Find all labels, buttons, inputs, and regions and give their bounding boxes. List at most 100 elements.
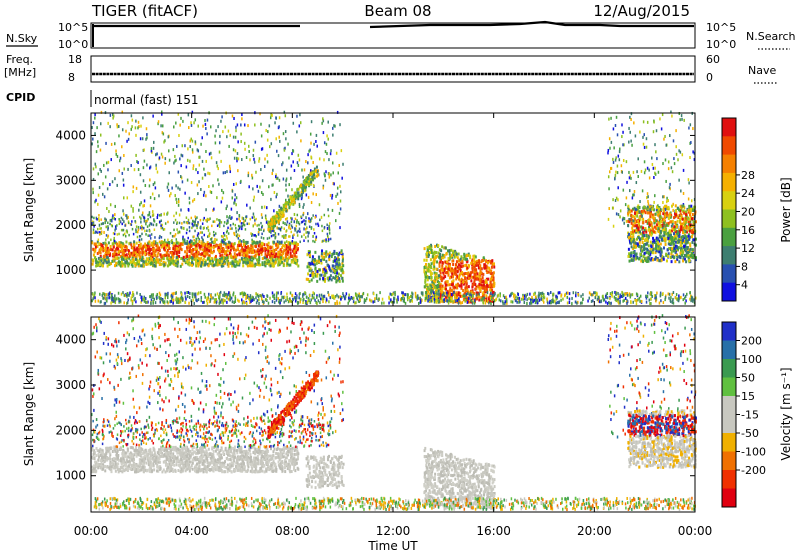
heatmap-cell [210, 249, 213, 253]
heatmap-cell [146, 229, 148, 233]
heatmap-cell [621, 218, 624, 222]
heatmap-cell [482, 279, 485, 283]
heatmap-cell [105, 257, 108, 261]
heatmap-cell [95, 260, 98, 264]
heatmap-cell [197, 250, 200, 254]
heatmap-cell [208, 259, 211, 263]
heatmap-cell [146, 163, 148, 167]
heatmap-cell [281, 246, 284, 250]
heatmap-cell [630, 239, 633, 243]
heatmap-cell [191, 150, 194, 154]
heatmap-cell [267, 252, 270, 256]
heatmap-cell [238, 217, 240, 221]
heatmap-cell [457, 275, 460, 279]
heatmap-cell [142, 244, 145, 248]
heatmap-cell [277, 214, 280, 218]
heatmap-cell [451, 272, 454, 276]
heatmap-cell [329, 237, 332, 241]
heatmap-cell [293, 233, 295, 237]
heatmap-cell [322, 117, 324, 121]
heatmap-cell [130, 243, 133, 247]
heatmap-cell [213, 257, 216, 261]
heatmap-cell [109, 222, 111, 226]
heatmap-cell [691, 199, 693, 203]
heatmap-cell [439, 284, 442, 288]
heatmap-cell [631, 258, 634, 262]
heatmap-cell [665, 252, 668, 256]
heatmap-cell [285, 247, 288, 251]
heatmap-cell [241, 245, 244, 249]
heatmap-cell [278, 258, 281, 262]
heatmap-cell [285, 179, 287, 183]
heatmap-cell [172, 251, 175, 255]
heatmap-cell [278, 116, 281, 120]
heatmap-cell [95, 198, 97, 202]
heatmap-cell [251, 176, 254, 180]
heatmap-cell [277, 219, 280, 223]
heatmap-cell [143, 199, 146, 203]
heatmap-cell [667, 216, 670, 220]
heatmap-cell [304, 228, 307, 231]
heatmap-cell [656, 237, 659, 241]
heatmap-cell [694, 258, 697, 262]
heatmap-cell [662, 206, 665, 210]
heatmap-cell [196, 224, 198, 227]
heatmap-cell [315, 133, 318, 137]
heatmap-cell [330, 278, 333, 282]
heatmap-cell [492, 271, 495, 275]
heatmap-cell [237, 224, 240, 228]
heatmap-cell [633, 121, 635, 125]
heatmap-cell [134, 257, 137, 261]
heatmap-cell [335, 257, 338, 261]
heatmap-cell [92, 121, 95, 125]
heatmap-cell [643, 245, 646, 249]
heatmap-cell [464, 271, 467, 275]
heatmap-cell [187, 207, 190, 211]
heatmap-cell [143, 159, 146, 163]
heatmap-cell [333, 124, 335, 128]
heatmap-cell [456, 265, 459, 269]
heatmap-cell [221, 115, 223, 119]
heatmap-cell [289, 195, 292, 199]
heatmap-cell [491, 262, 494, 266]
heatmap-cell [269, 116, 272, 120]
heatmap-cell [166, 241, 169, 245]
heatmap-cell [653, 176, 655, 180]
heatmap-cell [251, 173, 253, 177]
heatmap-cell [679, 150, 682, 154]
heatmap-cell [630, 213, 633, 217]
heatmap-cell [670, 238, 673, 242]
heatmap-cell [176, 264, 179, 268]
heatmap-cell [114, 228, 116, 232]
heatmap-cell [341, 257, 344, 261]
heatmap-cell [314, 240, 316, 244]
heatmap-cell [255, 241, 258, 245]
heatmap-cell [431, 289, 434, 293]
heatmap-cell [289, 251, 292, 255]
heatmap-cell [221, 238, 223, 242]
heatmap-cell [302, 211, 305, 215]
heatmap-cell [281, 163, 283, 167]
heatmap-cell [324, 150, 327, 154]
heatmap-cell [113, 239, 116, 243]
heatmap-cell [203, 263, 206, 267]
heatmap-cell [97, 172, 100, 176]
heatmap-cell [114, 204, 116, 208]
heatmap-cell [460, 286, 463, 290]
heatmap-cell [471, 267, 474, 271]
heatmap-cell [294, 217, 297, 221]
heatmap-cell [487, 277, 490, 281]
heatmap-cell [659, 242, 662, 246]
heatmap-cell [451, 259, 454, 263]
heatmap-cell [189, 247, 192, 251]
heatmap-cell [637, 236, 640, 240]
heatmap-cell [212, 263, 215, 267]
heatmap-cell [441, 284, 444, 288]
heatmap-cell [233, 260, 236, 264]
heatmap-cell [167, 260, 170, 264]
nave-label: Nave [748, 64, 776, 77]
heatmap-cell [237, 228, 240, 232]
heatmap-cell [337, 253, 340, 257]
heatmap-cell [328, 224, 330, 228]
heatmap-cell [148, 212, 151, 216]
